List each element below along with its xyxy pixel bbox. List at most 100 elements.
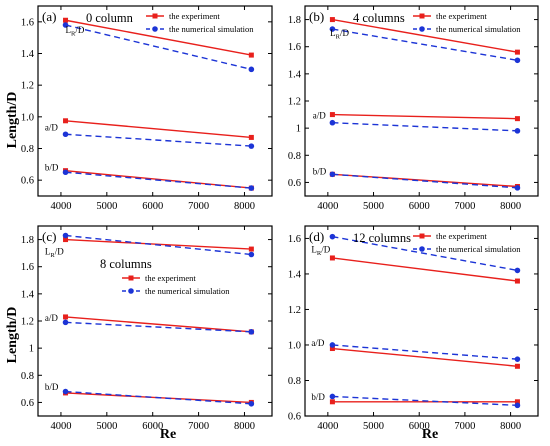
x-tick-label: 4000 [50,421,71,432]
experiment-point [329,399,335,405]
x-tick-label: 5000 [363,421,384,432]
experiment-line [65,19,252,56]
x-tick-label: 8000 [234,201,255,212]
y-tick-label: 1.2 [288,97,301,108]
simulation-point [248,400,255,407]
x-tick-label: 4000 [317,421,338,432]
simulation-point [329,342,336,348]
legend-marker [128,288,134,294]
legend: the experiment the numerical simulation [413,11,521,34]
series-annotation: a/D [45,313,58,323]
annotation-rest: /D [340,28,350,38]
series-annotation: a/D [45,122,58,132]
x-tick-label: 5000 [96,201,117,212]
simulation-line [65,133,252,147]
experiment-point [329,346,335,352]
y-tick-label: 0.8 [288,376,301,387]
series-annotation: LR/D [311,245,330,257]
x-tick-label: 7000 [188,421,209,432]
experiment-point [329,17,335,23]
y-tick-label: 1.6 [21,262,34,273]
legend-label: the numerical simulation [145,286,230,296]
experiment-point [514,363,520,369]
panel-title: 4 columns [353,11,405,25]
legend: the experiment the numerical simulation [122,273,230,296]
x-tick-label: 5000 [363,201,384,212]
annotation-text: L [45,247,51,257]
experiment-point [63,17,69,23]
series-annotation: b/D [45,382,59,392]
x-tick-label: 8000 [500,421,521,432]
y-tick-label: 0.6 [21,176,34,187]
experiment-point [248,52,254,58]
x-tick-label: 4000 [317,201,338,212]
experiment-point [248,134,254,140]
y-tick-label: 1.2 [288,305,301,316]
panel-a: 4000 5000 6000 7000 8000 0.6 0.8 1.0 1.2 1.4 1.6 (a… [21,5,273,212]
x-axis-label-left: Re [160,427,176,442]
y-tick-label: 1.6 [288,234,301,245]
simulation-point [62,131,69,138]
y-axis-label-bottom: Length/D [5,307,20,364]
simulation-point [62,169,69,176]
y-tick-label: 1.6 [288,42,301,53]
y-tick-label: 1.4 [288,69,302,80]
y-tick-label: 1 [29,344,34,355]
series-annotation: LR/D [66,25,85,38]
panel-d: 4000 5000 6000 7000 8000 0.6 0.8 1.0 1.2 1.4 1.6 (d… [288,225,539,432]
experiment-line [332,347,518,367]
simulation-point [329,171,336,178]
legend-label: the experiment [169,11,220,21]
legend-marker [419,13,425,19]
annotation-text: b/D [311,392,325,402]
experiment-line [65,169,252,189]
legend-label: the experiment [145,273,196,283]
simulation-line [332,395,518,407]
annotation-text: L [330,28,336,38]
annotation-rest: /D [55,247,65,257]
simulation-line [332,122,518,132]
experiment-point [329,255,335,261]
panel-title: 8 columns [100,257,152,271]
simulation-line [65,390,252,405]
plot-frame [304,225,539,417]
series-annotation: b/D [45,163,59,173]
simulation-line [332,173,518,189]
annotation-subscript: R [336,33,341,40]
x-tick-label: 6000 [142,201,163,212]
x-tick-label: 7000 [454,421,475,432]
legend-label: the experiment [436,231,487,241]
simulation-point [514,185,521,191]
simulation-point [62,22,69,28]
annotation-text: L [66,25,72,35]
legend-marker [152,26,158,32]
series-annotation: LR/D [45,247,64,260]
series-annotation: b/D [313,166,327,176]
simulation-point [329,393,336,400]
simulation-line [65,321,252,333]
annotation-text: a/D [311,338,324,348]
y-axis-label-top: Length/D [5,92,20,149]
annotation-text: a/D [313,111,326,121]
annotation-subscript: R [317,250,322,257]
annotation-text: b/D [45,163,59,173]
legend-label: the experiment [436,11,487,21]
y-tick-label: 1.0 [288,340,301,351]
annotation-text: L [311,245,317,255]
experiment-line [65,120,252,139]
y-tick-label: 1 [296,124,301,135]
panel-title: 0 column [86,11,134,25]
simulation-point [514,356,521,362]
simulation-point [514,57,521,64]
x-tick-label: 4000 [50,201,71,212]
experiment-line [332,113,518,120]
legend-label: the numerical simulation [436,244,521,254]
simulation-point [514,402,521,409]
simulation-line [65,171,252,189]
x-tick-label: 6000 [142,421,163,432]
legend: the experiment the numerical simulation [146,11,254,34]
simulation-point [514,267,521,274]
panel-b: 4000 5000 6000 7000 8000 0.6 0.8 1 1.2 1.4 1.6 1.8 (… [288,5,539,212]
annotation-subscript: R [50,252,55,259]
series-annotation: LR/D [330,28,349,41]
